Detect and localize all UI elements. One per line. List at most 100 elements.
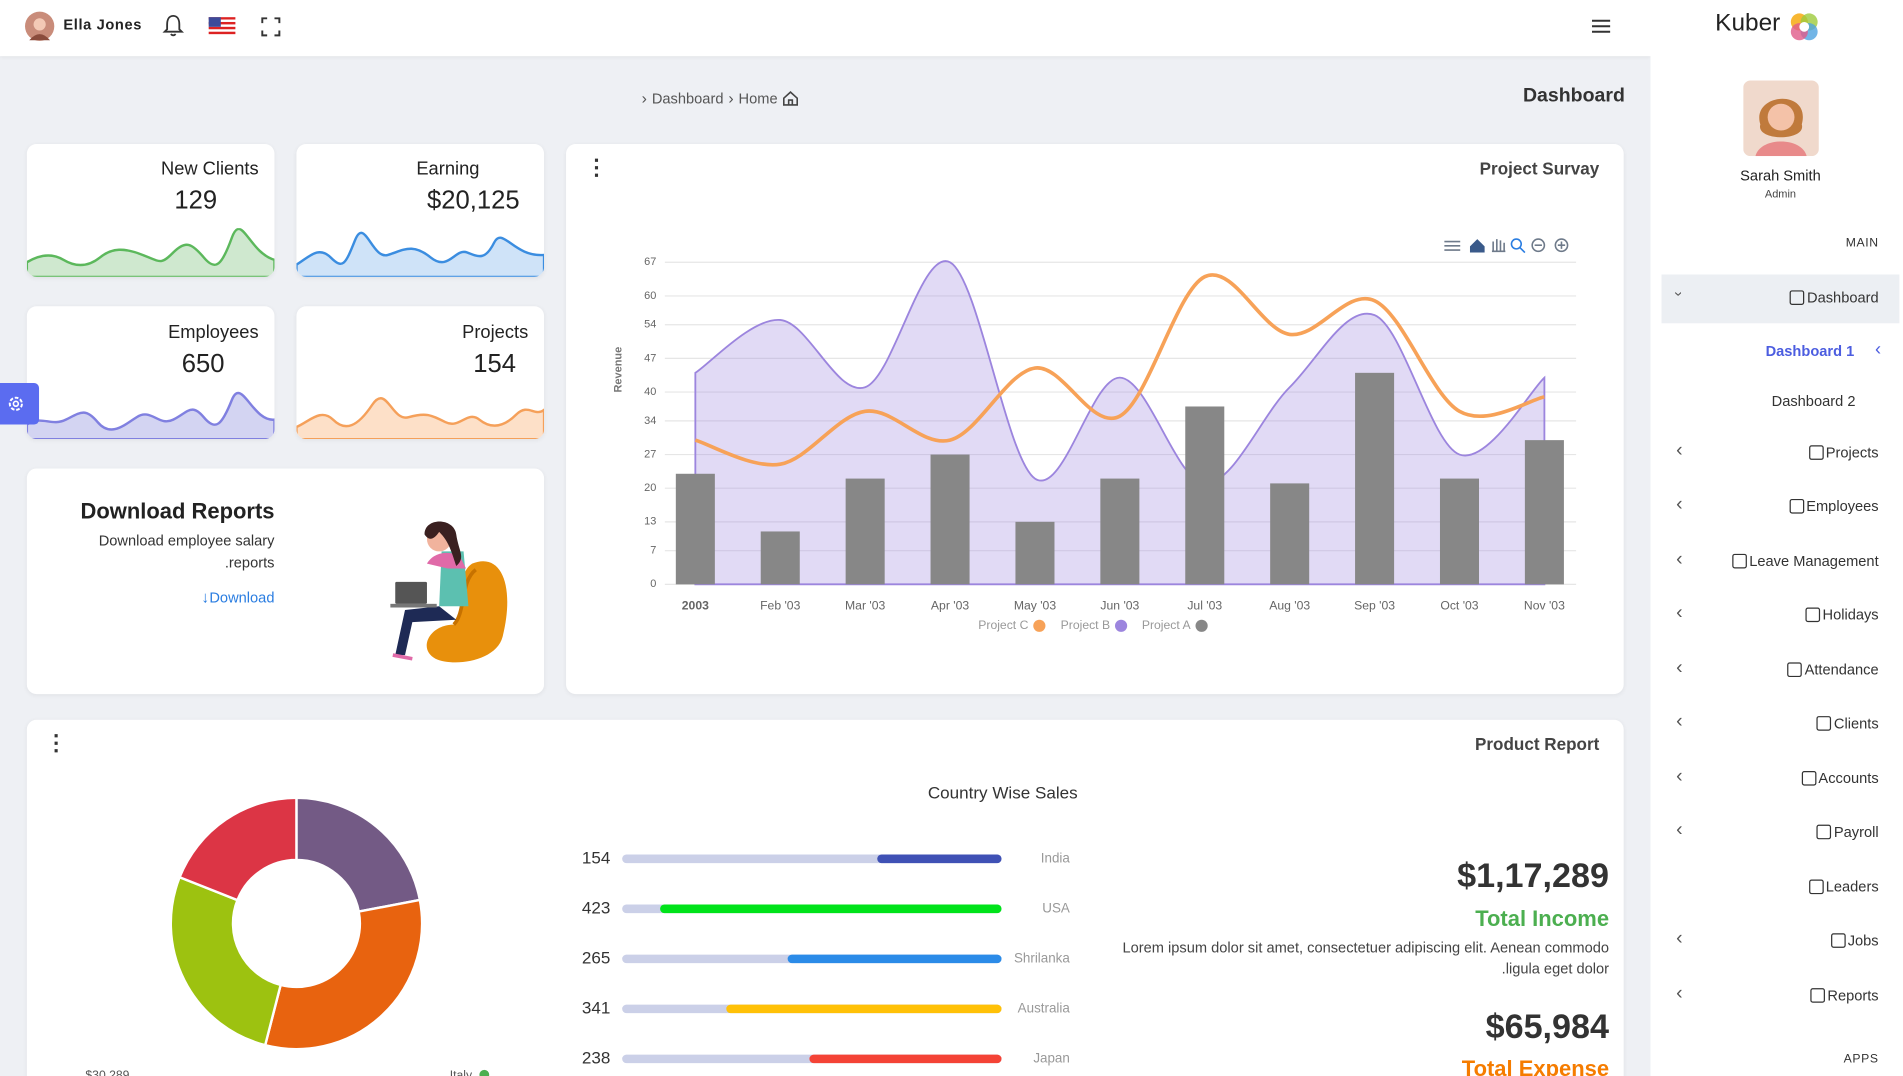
menu-item[interactable]: Employees	[1789, 498, 1879, 515]
income-text: .ligula eget dolor	[1501, 960, 1610, 978]
bar	[809, 1054, 1002, 1064]
chevron[interactable]: ‹	[1676, 983, 1683, 1004]
bar	[1270, 483, 1310, 585]
x-tick-label: Oct '03	[1440, 599, 1478, 613]
menu-icon	[1805, 607, 1821, 623]
menu-icon	[1830, 933, 1846, 948]
income-text: Lorem ipsum dolor sit amet, consectetuer…	[1122, 939, 1610, 957]
stat-card: Earning $20,125	[296, 143, 545, 277]
menu-icon	[1789, 498, 1804, 514]
menu-label: Payroll	[1833, 823, 1879, 841]
fullscreen-icon[interactable]	[261, 17, 281, 37]
menu-item[interactable]: Leave Management	[1732, 553, 1879, 570]
menu-label: Projects	[1825, 444, 1879, 462]
menu-label: Clients	[1833, 714, 1879, 732]
menu-item[interactable]: Clients	[1816, 714, 1879, 732]
sparkline	[26, 228, 275, 277]
user-avatar[interactable]	[24, 11, 55, 41]
bar	[930, 454, 970, 585]
menu-label: Attendance	[1804, 661, 1879, 679]
menu-item[interactable]: Projects	[1808, 444, 1879, 462]
menu-item[interactable]: Holidays	[1805, 606, 1879, 623]
menu-item[interactable]: Dashboard	[1789, 289, 1879, 306]
sparkline	[296, 397, 545, 440]
menu-item[interactable]: Leaders	[1808, 878, 1879, 896]
profile-avatar[interactable]	[1743, 80, 1819, 157]
chevron[interactable]: ‹	[1676, 657, 1683, 679]
legend-marker	[1033, 619, 1046, 632]
user-name[interactable]: Ella Jones	[63, 15, 142, 33]
chevron[interactable]: ‹	[1676, 928, 1683, 950]
settings-button[interactable]	[0, 383, 40, 425]
y-tick-label: 47	[644, 352, 656, 364]
bar	[1185, 406, 1225, 585]
bar	[1015, 521, 1055, 585]
brand-logo	[1790, 13, 1818, 41]
profile-role: Admin	[1764, 187, 1796, 201]
chevron: ‹	[1874, 339, 1882, 360]
y-tick-label: 60	[644, 290, 656, 302]
card-menu[interactable]: ⋮	[585, 154, 608, 180]
menu-icon	[1787, 662, 1803, 678]
chevron[interactable]: ‹	[1668, 291, 1686, 297]
menu-toggle[interactable]	[1591, 18, 1611, 34]
stat-value: 129	[174, 186, 218, 215]
chevron[interactable]: ‹	[1676, 440, 1683, 462]
menu-item[interactable]: Payroll	[1816, 823, 1879, 841]
card-menu[interactable]: ⋮	[45, 730, 68, 756]
chart-toolbar	[1444, 238, 1569, 254]
bar	[1524, 440, 1564, 585]
brand[interactable]: Kuber	[1715, 9, 1781, 37]
card-title: Product Report	[1474, 734, 1600, 754]
submenu-item[interactable]: Dashboard 1	[1765, 342, 1855, 360]
y-tick-label: 54	[644, 319, 656, 331]
stat-value: 154	[473, 350, 517, 379]
home-icon	[783, 91, 799, 106]
download-text: Download employee salary	[98, 531, 275, 549]
download-link[interactable]: ↓ Download	[201, 587, 275, 607]
y-tick-label: 34	[644, 415, 656, 427]
bar	[660, 904, 1002, 914]
breadcrumb-item[interactable]: Dashboard	[651, 89, 724, 107]
menu-item[interactable]: Attendance	[1787, 661, 1879, 679]
flag-icon[interactable]	[208, 17, 236, 36]
bell-icon[interactable]	[162, 13, 184, 37]
chevron[interactable]: ‹	[1676, 548, 1683, 570]
menu-icon	[1810, 988, 1825, 1003]
bar	[845, 478, 885, 585]
menu-label: Accounts	[1818, 769, 1879, 787]
x-tick-label: Sep '03	[1354, 599, 1395, 613]
bar	[675, 473, 715, 585]
chevron[interactable]: ‹	[1676, 602, 1683, 624]
bar-value-label: 423	[582, 898, 610, 917]
bar	[726, 1004, 1002, 1014]
illustration	[390, 521, 508, 663]
menu-item[interactable]: Reports	[1810, 987, 1879, 1004]
x-tick-label: May '03	[1014, 599, 1057, 613]
bar-value-label: 238	[582, 1048, 610, 1067]
menu-item[interactable]: Jobs	[1830, 932, 1879, 949]
bar-category-label: Japan	[1033, 1050, 1070, 1065]
y-tick-label: 20	[644, 482, 656, 494]
chevron[interactable]: ‹	[1676, 819, 1683, 841]
bar	[877, 854, 1002, 864]
y-axis-label: Revenue	[612, 347, 624, 393]
submenu-item[interactable]: Dashboard 2	[1771, 392, 1856, 410]
y-tick-label: 7	[650, 545, 656, 557]
y-tick-label: 0	[650, 578, 656, 590]
bar	[760, 531, 800, 585]
chevron[interactable]: ‹	[1676, 494, 1683, 515]
menu-icon	[1808, 445, 1824, 460]
chevron[interactable]: ‹	[1676, 711, 1683, 732]
income-label: Total Income	[1475, 906, 1610, 931]
download-text: .reports	[224, 553, 275, 571]
menu-icon	[1732, 553, 1747, 569]
stat-value: $20,125	[427, 186, 520, 215]
section-label: APPS	[1843, 1052, 1879, 1067]
menu-item[interactable]: Accounts	[1801, 769, 1879, 787]
menu-label: Leaders	[1825, 878, 1879, 896]
chevron[interactable]: ‹	[1676, 766, 1683, 787]
breadcrumb-item[interactable]: Home	[738, 89, 778, 107]
bar-category-label: Australia	[1018, 1000, 1071, 1015]
